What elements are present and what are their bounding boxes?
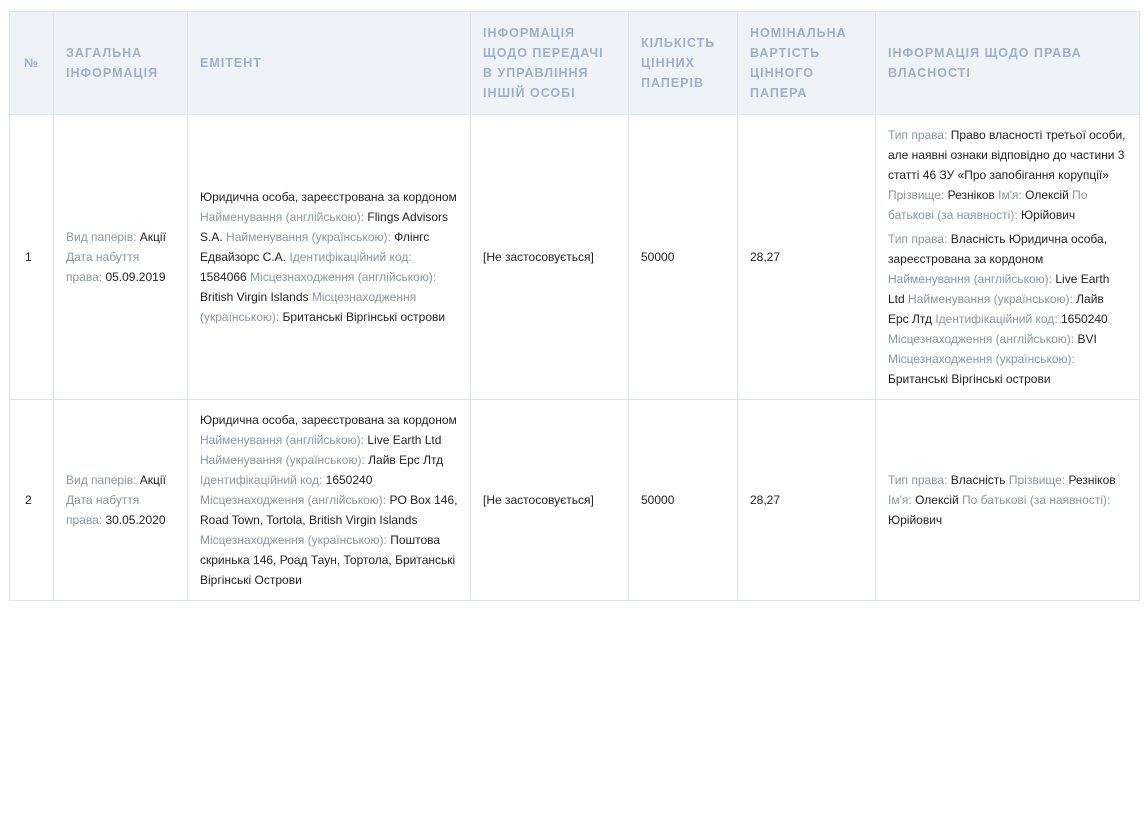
field-label: Дата набуття права: — [66, 493, 140, 527]
issuer-cell: Юридична особа, зареєстрована за кордоно… — [187, 114, 471, 400]
field-label: Місцезнаходження (українською): — [200, 290, 417, 324]
field-label: По батькові (за наявності): — [962, 493, 1111, 507]
field-value: 30.05.2020 — [105, 513, 166, 527]
field-label: Місцезнаходження (українською): — [200, 533, 387, 547]
general-info-cell: Вид паперів: Акції Дата набуття права: 3… — [53, 399, 188, 601]
field-value: British Virgin Islands — [200, 290, 309, 304]
row-number: 2 — [9, 399, 54, 601]
field-value: 1584066 — [200, 270, 247, 284]
field-label: По батькові (за наявності): — [888, 188, 1088, 222]
ownership-cell: Тип права: Власність Прізвище: Резніков … — [875, 399, 1140, 601]
field-value: Власність — [950, 473, 1006, 487]
header-transfer-info: Інформація щодо передачі в управління ін… — [470, 11, 629, 115]
header-nominal-value: Номінальна вартість цінного папера — [737, 11, 876, 115]
field-label: Дата набуття права: — [66, 250, 140, 284]
header-number: № — [9, 11, 54, 115]
field-label: Місцезнаходження (англійською): — [888, 332, 1075, 346]
quantity-cell: 50000 — [628, 114, 738, 400]
field-label: Найменування (українською): — [200, 453, 365, 467]
field-label: Найменування (українською): — [908, 292, 1073, 306]
field-label: Ідентифікаційний код: — [289, 250, 412, 264]
field-label: Тип права: — [888, 128, 948, 142]
field-block: Вид паперів: Акції Дата набуття права: 0… — [66, 227, 175, 287]
field-value: Live Earth Ltd — [888, 272, 1110, 306]
quantity-cell: 50000 — [628, 399, 738, 601]
field-value: Британські Віргінські острови — [282, 310, 446, 324]
transfer-info-cell: [Не застосовується] — [470, 399, 629, 601]
field-label: Тип права: — [888, 232, 948, 246]
field-value: Акції — [139, 230, 166, 244]
header-issuer: Емітент — [187, 11, 471, 115]
header-quantity: Кількість цінних паперів — [628, 11, 738, 115]
general-info-cell: Вид паперів: Акції Дата набуття права: 0… — [53, 114, 188, 400]
header-ownership-info: Інформація щодо права власності — [875, 11, 1140, 115]
nominal-value-cell: 28,27 — [737, 114, 876, 400]
field-label: Місцезнаходження (українською): — [888, 352, 1075, 366]
field-block: Тип права: Власність Прізвище: Резніков … — [888, 470, 1127, 530]
transfer-info-cell: [Не застосовується] — [470, 114, 629, 400]
issuer-cell: Юридична особа, зареєстрована за кордоно… — [187, 399, 471, 601]
field-label: Ідентифікаційний код: — [200, 473, 323, 487]
field-value: BVI — [1077, 332, 1097, 346]
field-value: Резніков — [947, 188, 995, 202]
field-value: Live Earth Ltd — [367, 433, 442, 447]
field-value: Юрійович — [888, 513, 943, 527]
field-label: Ім'я: — [998, 188, 1022, 202]
field-value: 1650240 — [1061, 312, 1108, 326]
field-label: Найменування (англійською): — [888, 272, 1053, 286]
field-value: Олексій — [1025, 188, 1069, 202]
field-value: Юрійович — [1021, 208, 1076, 222]
field-value: PO Box 146, Road Town, Tortola, British … — [200, 493, 458, 527]
field-value: Юридична особа, зареєстрована за кордоно… — [888, 232, 1108, 266]
table-row: 2 Вид паперів: Акції Дата набуття права: … — [9, 399, 1140, 601]
field-value: Лайв Ерс Лтд — [368, 453, 444, 467]
field-value: Юридична особа, зареєстрована за кордоно… — [200, 190, 457, 204]
field-value: Лайв Ерс Лтд — [888, 292, 1104, 326]
field-label: Вид паперів: — [66, 230, 137, 244]
table-header-row: № Загальна інформація Емітент Інформація… — [9, 11, 1140, 115]
field-value: Право власності третьої особи, але наявн… — [888, 128, 1126, 182]
field-label: Прізвище: — [888, 188, 945, 202]
field-label: Вид паперів: — [66, 473, 137, 487]
field-block: Юридична особа, зареєстрована за кордоно… — [200, 410, 458, 590]
nominal-value-cell: 28,27 — [737, 399, 876, 601]
field-block: Вид паперів: Акції Дата набуття права: 3… — [66, 470, 175, 530]
field-block: Юридична особа, зареєстрована за кордоно… — [200, 187, 458, 327]
field-label: Прізвище: — [1008, 473, 1066, 487]
field-value: Flings Advisors S.A. — [200, 210, 449, 244]
field-value: Поштова скринька 146, Роад Таун, Тортола… — [200, 533, 456, 587]
table-row: 1 Вид паперів: Акції Дата набуття права: … — [9, 114, 1140, 400]
securities-table: № Загальна інформація Емітент Інформація… — [9, 11, 1140, 601]
header-general-info: Загальна інформація — [53, 11, 188, 115]
field-value: 05.09.2019 — [105, 270, 166, 284]
row-number: 1 — [9, 114, 54, 400]
field-label: Ідентифікаційний код: — [935, 312, 1058, 326]
field-label: Найменування (українською): — [226, 230, 391, 244]
field-block: Тип права: Право власності третьої особи… — [888, 125, 1127, 225]
field-label: Місцезнаходження (англійською): — [200, 493, 387, 507]
field-value: Власність — [950, 232, 1006, 246]
field-value: Резніков — [1068, 473, 1116, 487]
field-label: Найменування (англійською): — [200, 210, 365, 224]
field-label: Тип права: — [888, 473, 948, 487]
ownership-cell: Тип права: Право власності третьої особи… — [875, 114, 1140, 400]
field-value: Британські Віргінські острови — [888, 372, 1051, 386]
assets-table-container: № Загальна інформація Емітент Інформація… — [9, 11, 1140, 601]
field-value: 1650240 — [325, 473, 373, 487]
field-label: Найменування (англійською): — [200, 433, 365, 447]
field-label: Ім'я: — [888, 493, 912, 507]
field-block: Тип права: Власність Юридична особа, зар… — [888, 229, 1127, 389]
field-value: Акції — [139, 473, 166, 487]
field-value: Флінгс Едвайзорс С.А. — [200, 230, 430, 264]
field-value: Олексій — [915, 493, 959, 507]
field-value: Юридична особа, зареєстрована за кордоно… — [200, 413, 457, 427]
field-label: Місцезнаходження (англійською): — [250, 270, 437, 284]
